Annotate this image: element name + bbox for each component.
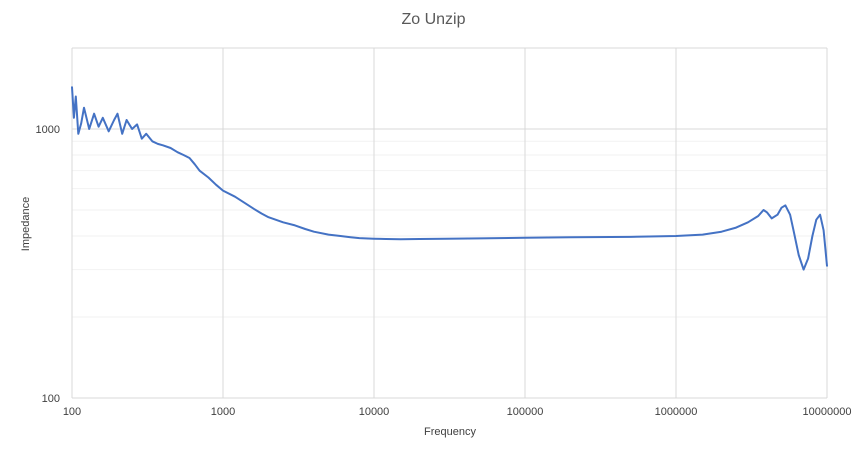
y-tick-label: 1000: [36, 124, 60, 136]
x-tick-label: 100000: [507, 406, 544, 418]
x-tick-label: 1000000: [655, 406, 698, 418]
x-axis-label: Frequency: [424, 426, 476, 438]
y-tick-label: 100: [42, 393, 60, 405]
x-tick-label: 1000: [211, 406, 235, 418]
x-tick-label: 10000: [359, 406, 390, 418]
x-tick-label: 100: [63, 406, 81, 418]
chart-title: Zo Unzip: [401, 11, 466, 28]
series-line-0: [71, 86, 828, 271]
x-tick-label: 10000000: [803, 406, 852, 418]
